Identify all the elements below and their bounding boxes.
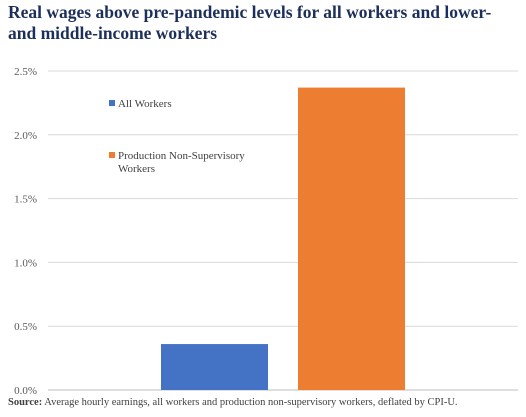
y-tick-label-5: 2.5% xyxy=(14,66,37,78)
y-tick-label-2: 1.0% xyxy=(14,257,37,269)
legend-label-1-0: Production Non-Supervisory xyxy=(118,150,245,162)
source-label: Source: xyxy=(8,397,43,408)
y-tick-label-0: 0.0% xyxy=(14,385,37,397)
chart-title-line-2: and middle-income workers xyxy=(8,23,218,43)
chart-title: Real wages above pre-pandemic levels for… xyxy=(8,2,518,44)
source-note: Source: Average hourly earnings, all wor… xyxy=(8,397,523,408)
y-tick-label-3: 1.5% xyxy=(14,194,37,206)
y-tick-label-4: 2.0% xyxy=(14,130,37,142)
chart-title-line-1: Real wages above pre-pandemic levels for… xyxy=(8,2,492,22)
legend-label-0-0: All Workers xyxy=(118,98,172,110)
y-tick-label-1: 0.5% xyxy=(14,321,37,333)
source-text: Average hourly earnings, all workers and… xyxy=(44,397,458,408)
legend-swatch-0 xyxy=(109,100,115,106)
bar-production-non-supervisory-workers xyxy=(298,87,405,390)
legend-swatch-1 xyxy=(109,152,115,158)
legend-label-1-1: Workers xyxy=(118,163,155,175)
bar-all-workers xyxy=(161,344,268,390)
